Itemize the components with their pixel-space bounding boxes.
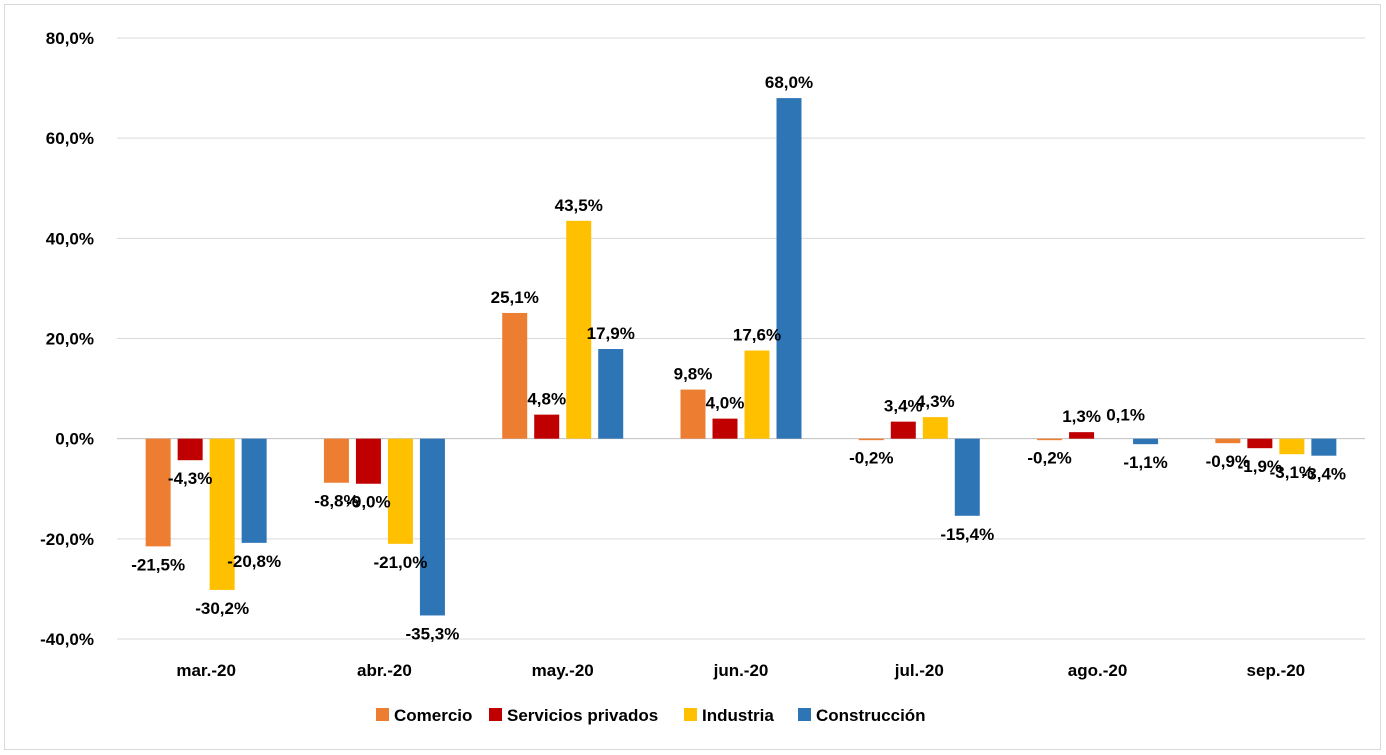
legend-swatch (684, 708, 697, 721)
data-label: -0,9% (1206, 452, 1250, 471)
legend-label: Industria (702, 706, 774, 725)
x-category-label: may.-20 (532, 661, 594, 680)
data-label: 0,1% (1106, 406, 1145, 425)
data-label: 4,8% (527, 390, 566, 409)
bar-industria-4 (922, 417, 948, 439)
legend-label: Comercio (394, 706, 472, 725)
data-label: 4,3% (916, 392, 955, 411)
x-category-label: jun.-20 (713, 661, 769, 680)
bar-construcci-n-0 (241, 438, 267, 543)
bar-comercio-4 (858, 438, 884, 441)
bar-construcci-n-1 (419, 438, 445, 616)
y-tick-label: -20,0% (40, 530, 94, 549)
data-label: -3,1% (1270, 463, 1314, 482)
x-category-label: ago.-20 (1068, 661, 1128, 680)
data-label: -21,0% (373, 553, 427, 572)
bar-construcci-n-2 (598, 349, 624, 439)
y-tick-label: 40,0% (46, 229, 94, 248)
legend-swatch (376, 708, 389, 721)
data-label: -30,2% (195, 599, 249, 618)
y-tick-label: 60,0% (46, 129, 94, 148)
bar-comercio-1 (323, 438, 349, 483)
bar-construcci-n-6 (1311, 438, 1337, 456)
bar-comercio-2 (502, 312, 528, 439)
x-category-label: abr.-20 (357, 661, 412, 680)
data-label: -1,1% (1123, 453, 1167, 472)
y-axis-ticks: 80,0% 60,0% 40,0% 20,0% 0,0% -20,0% -40,0% (40, 29, 94, 649)
x-category-label: jul.-20 (894, 661, 944, 680)
bar-servicios-privados-1 (355, 438, 381, 484)
bar-servicios-privados-4 (890, 421, 916, 439)
data-label: -4,3% (168, 469, 212, 488)
data-label: -9,0% (346, 493, 390, 512)
bar-industria-6 (1279, 438, 1305, 455)
data-label: 17,6% (733, 326, 781, 345)
data-label: -20,8% (227, 552, 281, 571)
data-label: 9,8% (674, 365, 713, 384)
x-axis-categories: mar.-20 abr.-20 may.-20 jun.-20 jul.-20 ago.-… (176, 661, 1305, 680)
y-tick-label: -40,0% (40, 630, 94, 649)
y-tick-label: 0,0% (55, 430, 94, 449)
data-label: -0,2% (849, 449, 893, 468)
bar-comercio-6 (1215, 438, 1241, 444)
bars (145, 98, 1337, 616)
data-label: -0,2% (1027, 449, 1071, 468)
legend-label: Servicios privados (507, 706, 658, 725)
x-category-label: sep.-20 (1247, 661, 1306, 680)
bar-comercio-0 (145, 438, 171, 547)
data-label: 1,3% (1062, 407, 1101, 426)
data-label: 4,0% (706, 394, 745, 413)
data-label: 68,0% (765, 73, 813, 92)
bar-industria-1 (387, 438, 413, 544)
bar-comercio-3 (680, 389, 706, 439)
bar-servicios-privados-2 (534, 414, 560, 439)
bar-servicios-privados-0 (177, 438, 203, 461)
data-label: -8,8% (314, 492, 358, 511)
bar-industria-0 (209, 438, 235, 590)
bar-servicios-privados-5 (1069, 432, 1095, 439)
data-label: -3,4% (1302, 465, 1346, 484)
bar-industria-3 (744, 350, 770, 439)
bar-servicios-privados-3 (712, 418, 738, 439)
legend-swatch (489, 708, 502, 721)
data-label: -21,5% (131, 555, 185, 574)
data-label: -15,4% (940, 525, 994, 544)
bar-construcci-n-3 (776, 98, 802, 439)
bar-servicios-privados-6 (1247, 438, 1273, 449)
data-label: 3,4% (884, 397, 923, 416)
bar-industria-2 (566, 220, 592, 439)
legend-swatch (798, 708, 811, 721)
data-label: -1,9% (1238, 457, 1282, 476)
legend-label: Construcción (816, 706, 926, 725)
bar-construcci-n-4 (954, 438, 980, 516)
bar-construcci-n-5 (1133, 438, 1159, 445)
legend: Comercio Servicios privados Industria Const… (376, 706, 926, 725)
y-tick-label: 80,0% (46, 29, 94, 48)
y-tick-label: 20,0% (46, 330, 94, 349)
data-label: -35,3% (405, 624, 459, 643)
data-label: 43,5% (555, 196, 603, 215)
x-category-label: mar.-20 (176, 661, 236, 680)
data-labels: -21,5% -4,3% -30,2% -20,8% -8,8%-9,0% -21,0% -… (131, 73, 1346, 643)
data-label: 25,1% (491, 288, 539, 307)
bar-comercio-5 (1037, 438, 1063, 441)
data-label: 17,9% (587, 324, 635, 343)
chart-frame (4, 4, 1381, 750)
